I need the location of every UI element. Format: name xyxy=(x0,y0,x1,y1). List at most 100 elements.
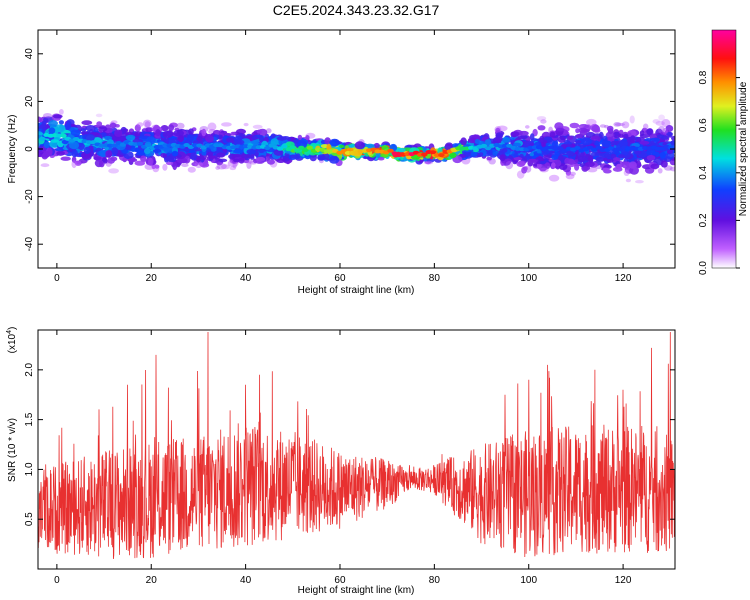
y-tick-label: 20 xyxy=(24,95,35,107)
spectrogram-cell xyxy=(186,134,194,142)
spectrogram-cell xyxy=(513,152,519,158)
snr-x-axis-label: Height of straight line (km) xyxy=(298,585,415,596)
spectrogram-cell xyxy=(521,166,527,174)
spectrogram-cell xyxy=(258,135,264,143)
spectrogram-cell xyxy=(652,119,661,124)
spectrogram-cell xyxy=(251,135,258,140)
spectrogram-cell xyxy=(585,161,595,167)
spectrogram-cell xyxy=(176,157,188,164)
spectrogram-cell xyxy=(667,149,673,154)
spectrogram-cell xyxy=(575,133,583,139)
spectrogram-ridge-cell xyxy=(136,141,144,146)
spectrogram-cell xyxy=(201,128,207,137)
spectrogram-cell xyxy=(544,162,551,170)
spectrogram-cell xyxy=(541,152,548,156)
spectrogram-cell xyxy=(484,139,492,147)
spectrogram-cell xyxy=(41,120,47,126)
spectrogram-cell xyxy=(154,164,160,169)
spectrogram-cell xyxy=(394,156,400,160)
spectrogram-cell xyxy=(567,135,574,140)
spectrogram-cell xyxy=(145,127,154,133)
spectrogram-cell xyxy=(661,119,671,128)
spectrogram-cell xyxy=(109,122,117,129)
spectrogram-cell xyxy=(43,141,50,149)
y-tick-label: -40 xyxy=(24,237,35,252)
spectrogram-cell xyxy=(246,149,256,155)
spectrogram-cell xyxy=(173,129,185,137)
spectrogram-cell xyxy=(603,157,608,162)
spectrogram-cell xyxy=(48,120,58,128)
spectrogram-cell xyxy=(373,142,380,149)
spectrogram-cell xyxy=(42,150,50,158)
spectrogram-cell xyxy=(111,147,118,156)
spectrogram-cell xyxy=(655,120,665,126)
spectrogram-cell xyxy=(105,150,112,158)
spectrogram-cell xyxy=(297,134,303,140)
x-tick-label: 100 xyxy=(520,575,537,586)
spectrogram-cell xyxy=(628,161,637,169)
x-tick-label: 40 xyxy=(240,575,252,586)
spectrogram-cell xyxy=(80,128,87,132)
spectrogram-cell xyxy=(181,163,189,168)
x-tick-label: 80 xyxy=(429,575,441,586)
spectrogram-cell xyxy=(669,166,675,172)
spectrogram-cell xyxy=(309,153,317,162)
spectrogram-cell xyxy=(574,163,580,171)
spectrogram-cell xyxy=(529,133,535,141)
spectrogram-x-ticks: 0 20 40 60 80 100 120 xyxy=(54,30,632,284)
spectrogram-cell xyxy=(242,154,251,159)
spectrogram-cell xyxy=(650,163,660,170)
spectrogram-cell xyxy=(501,136,511,143)
spectrogram-cell xyxy=(216,152,226,158)
spectrogram-cell xyxy=(599,124,606,128)
spectrogram-cell xyxy=(273,149,284,156)
spectrogram-cell xyxy=(510,131,520,137)
spectrogram-cell xyxy=(566,149,574,157)
spectrogram-cell xyxy=(194,160,203,169)
spectrogram-cell xyxy=(635,180,644,184)
spectrogram-cell xyxy=(143,119,152,128)
spectrogram-cell xyxy=(551,162,556,170)
spectrogram-cell xyxy=(94,159,103,168)
spectrogram-cell xyxy=(486,156,493,161)
spectrogram-cell xyxy=(649,137,661,142)
spectrogram-cell xyxy=(85,125,96,131)
spectrogram-cell xyxy=(539,160,547,165)
spectrogram-cell xyxy=(162,163,168,171)
y-tick-label: 1.5 xyxy=(24,412,35,426)
spectrogram-cell xyxy=(235,139,245,145)
spectrogram-cell xyxy=(125,134,136,141)
spectrogram-cell xyxy=(256,129,263,134)
spectrogram-cell xyxy=(114,129,123,137)
spectrogram-cell xyxy=(670,140,675,146)
spectrogram-cell xyxy=(586,118,597,126)
spectrogram-ridge-cell xyxy=(145,143,152,148)
spectrogram-cell xyxy=(539,167,549,173)
spectrogram-cell xyxy=(646,155,656,161)
spectrogram-cell xyxy=(527,158,538,164)
spectrogram-ridge-cell xyxy=(306,145,313,150)
spectrogram-cell xyxy=(171,150,179,157)
spectrogram-cell xyxy=(601,140,611,148)
snr-y-multiplier: (x104) xyxy=(6,327,18,354)
spectrogram-cell xyxy=(168,124,175,132)
x-tick-label: 0 xyxy=(54,273,60,284)
colorbar: 0.0 0.2 0.4 0.6 0.8 Normalized spectral ampl… xyxy=(698,29,749,275)
spectrogram-cell xyxy=(56,150,65,156)
spectrogram-cell xyxy=(276,136,288,141)
spectrogram-ridge-cell xyxy=(484,146,492,151)
snr-series-line xyxy=(38,331,675,560)
spectrogram-cell xyxy=(354,141,365,150)
spectrogram-cell xyxy=(595,165,602,170)
colorbar-tick-label: 0.6 xyxy=(698,118,709,132)
spectrogram-ridge-cell xyxy=(591,147,598,152)
spectrogram-cell xyxy=(525,125,530,129)
spectrogram-cell xyxy=(662,127,668,135)
spectrogram-cell xyxy=(577,156,586,163)
spectrogram-ridge-cell xyxy=(39,136,46,141)
spectrogram-cell xyxy=(659,151,666,159)
spectrogram-cell xyxy=(93,156,102,161)
spectrogram-cell xyxy=(83,146,91,154)
spectrogram-ridge-cell xyxy=(387,148,394,153)
